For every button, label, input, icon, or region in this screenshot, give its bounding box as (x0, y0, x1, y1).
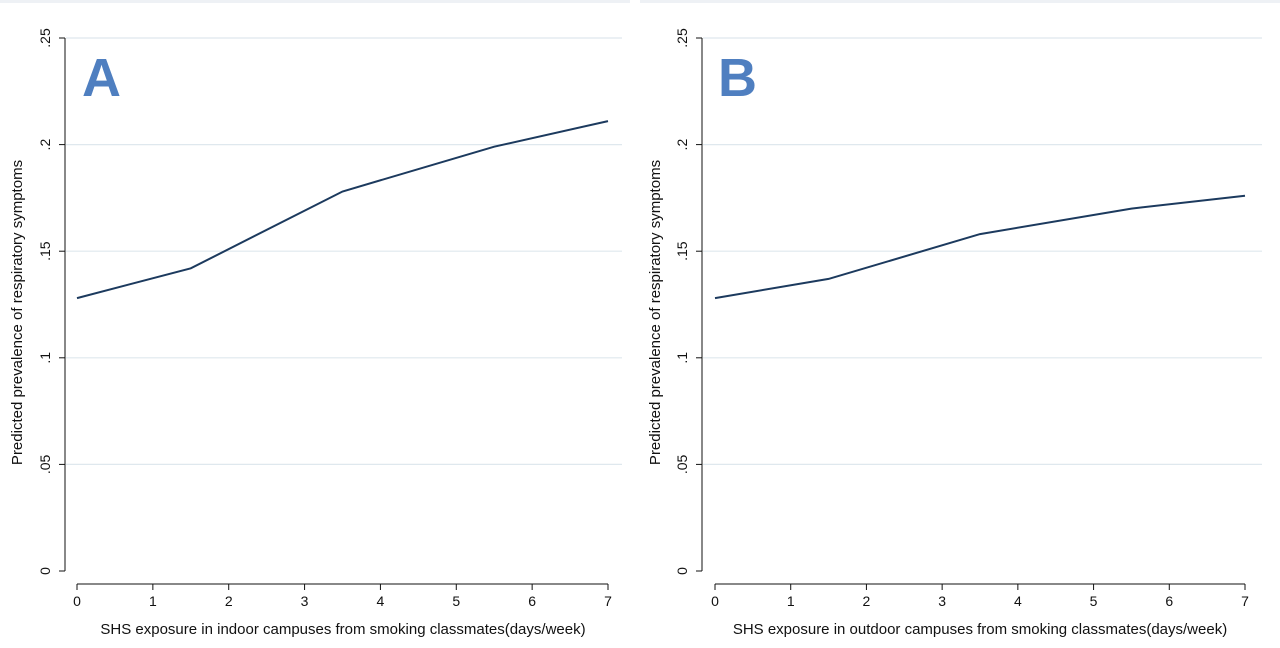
x-tick-label: 5 (452, 593, 460, 609)
y-tick-label: 0 (674, 567, 690, 575)
y-tick-label: .15 (674, 241, 690, 261)
x-tick-label: 3 (301, 593, 309, 609)
y-tick-label: .1 (674, 352, 690, 364)
y-tick-label: .25 (37, 28, 53, 48)
chart-panel-a: 0 .05 .1 .15 .2 .25 0 1 2 3 4 5 6 7 Predicted prevalen… (0, 0, 630, 648)
panel-top-rule (0, 0, 630, 3)
x-tick-label: 0 (711, 593, 719, 609)
x-tick-label: 5 (1090, 593, 1098, 609)
x-tick-label: 4 (377, 593, 385, 609)
x-tick-label: 2 (863, 593, 871, 609)
x-tick-label: 1 (787, 593, 795, 609)
y-axis-title: Predicted prevalence of respiratory symp… (647, 160, 664, 465)
y-tick-label: .05 (37, 454, 53, 474)
panel-letter: A (82, 48, 121, 108)
series-line (76, 120, 609, 300)
x-tick-label: 3 (938, 593, 946, 609)
panel-top-rule (640, 0, 1280, 3)
y-tick-label: .2 (37, 139, 53, 151)
x-tick-label: 6 (1165, 593, 1173, 609)
chart-a-svg: 0 .05 .1 .15 .2 .25 0 1 2 3 4 5 6 7 Predicted prevalen… (9, 28, 622, 638)
x-axis-title: SHS exposure in outdoor campuses from sm… (733, 621, 1227, 638)
x-tick-label: 4 (1014, 593, 1022, 609)
x-axis-title: SHS exposure in indoor campuses from smo… (100, 621, 585, 638)
y-tick-label: 0 (37, 567, 53, 575)
x-tick-label: 0 (73, 593, 81, 609)
y-tick-label: .2 (674, 139, 690, 151)
y-tick-label: .15 (37, 241, 53, 261)
y-axis-title: Predicted prevalence of respiratory symp… (9, 160, 26, 465)
chart-panel-b: 0 .05 .1 .15 .2 .25 0 1 2 3 4 5 6 7 Predicted prevalen… (640, 0, 1280, 648)
y-tick-label: .25 (674, 28, 690, 48)
x-tick-label: 1 (149, 593, 157, 609)
x-tick-label: 7 (604, 593, 612, 609)
x-tick-label: 7 (1241, 593, 1249, 609)
panel-letter: B (718, 48, 757, 108)
x-tick-label: 2 (225, 593, 233, 609)
chart-b-svg: 0 .05 .1 .15 .2 .25 0 1 2 3 4 5 6 7 Predicted prevalen… (647, 28, 1262, 638)
series-line (714, 194, 1246, 300)
x-tick-label: 6 (528, 593, 536, 609)
y-tick-label: .05 (674, 454, 690, 474)
y-tick-label: .1 (37, 352, 53, 364)
